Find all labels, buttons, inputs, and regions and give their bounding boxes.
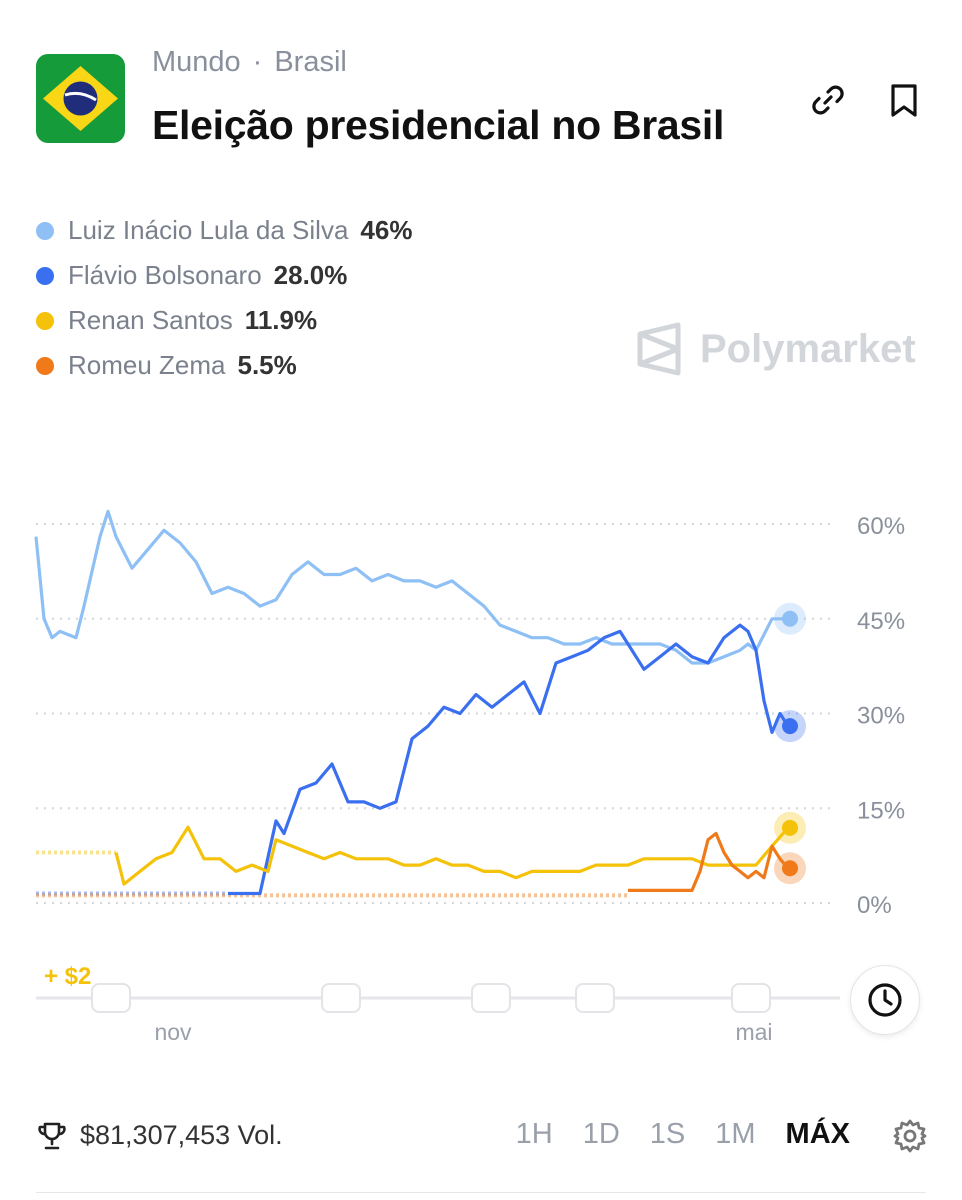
legend-dot xyxy=(36,266,54,285)
series-end-dot xyxy=(782,819,798,836)
legend-value: 11.9% xyxy=(244,305,318,335)
gear-icon[interactable] xyxy=(892,1118,928,1154)
series-line-3 xyxy=(628,831,790,892)
legend-item-lula[interactable]: Luiz Inácio Lula da Silva 46% xyxy=(36,208,412,253)
timeline-marker xyxy=(575,983,615,1013)
price-chart[interactable]: 60% 45% 30% 15% 0% + $2 nov mai xyxy=(0,490,962,1050)
history-button[interactable] xyxy=(850,965,920,1035)
time-range-selector: 1H 1D 1S 1M MÁX xyxy=(486,1118,850,1151)
market-header: Mundo · Brasil Eleição presidencial no Bra… xyxy=(36,44,936,154)
bookmark-icon[interactable] xyxy=(884,80,924,120)
series-line-1 xyxy=(228,623,790,896)
series-end-dot xyxy=(782,610,798,627)
y-tick-label: 45% xyxy=(857,608,905,635)
bottom-divider xyxy=(36,1192,926,1193)
polymarket-watermark: Polymarket xyxy=(636,322,916,376)
timeline-marker xyxy=(731,983,771,1013)
range-max[interactable]: MÁX xyxy=(785,1118,850,1150)
legend-name: Flávio Bolsonaro xyxy=(68,260,262,290)
link-icon[interactable] xyxy=(808,80,848,120)
x-tick-label: nov xyxy=(154,1019,192,1045)
series-end-dot xyxy=(782,718,798,735)
legend-dot xyxy=(36,221,54,240)
legend-item-renan[interactable]: Renan Santos 11.9% xyxy=(36,298,412,343)
brazil-flag-icon xyxy=(36,54,125,143)
range-1s[interactable]: 1S xyxy=(649,1118,686,1150)
timeline-marker xyxy=(321,983,361,1013)
range-1m[interactable]: 1M xyxy=(715,1118,756,1150)
legend-value: 28.0% xyxy=(273,260,348,290)
legend-name: Luiz Inácio Lula da Silva xyxy=(68,215,349,245)
y-tick-label: 15% xyxy=(857,797,905,824)
legend-dot xyxy=(36,356,54,375)
breadcrumb: Mundo · Brasil xyxy=(152,46,347,79)
series-line-0 xyxy=(34,509,788,665)
page-title: Eleição presidencial no Brasil xyxy=(152,102,725,148)
breadcrumb-item-mundo[interactable]: Mundo xyxy=(152,46,241,78)
timeline-marker xyxy=(471,983,511,1013)
legend-value: 5.5% xyxy=(237,350,297,380)
trophy-icon xyxy=(38,1122,66,1150)
legend-dot xyxy=(36,311,54,330)
range-1d[interactable]: 1D xyxy=(582,1118,620,1150)
watermark-text: Polymarket xyxy=(700,326,916,371)
volume-text: $81,307,453 Vol. xyxy=(80,1120,283,1150)
market-footer: $81,307,453 Vol. 1H 1D 1S 1M MÁX xyxy=(36,1110,928,1160)
timeline-marker xyxy=(91,983,131,1013)
chart-legend: Luiz Inácio Lula da Silva 46% Flávio Bol… xyxy=(36,208,412,388)
series-line-2 xyxy=(114,825,790,886)
legend-item-flavio[interactable]: Flávio Bolsonaro 28.0% xyxy=(36,253,412,298)
legend-name: Renan Santos xyxy=(68,305,233,335)
series-end-dot xyxy=(782,860,798,877)
chart-annotation: + $2 xyxy=(44,963,91,990)
breadcrumb-separator: · xyxy=(252,46,263,78)
legend-value: 46% xyxy=(360,215,413,245)
polymarket-logo-icon xyxy=(637,322,681,376)
range-1h[interactable]: 1H xyxy=(515,1118,553,1150)
breadcrumb-item-brasil[interactable]: Brasil xyxy=(274,46,347,78)
y-tick-label: 60% xyxy=(857,513,905,540)
y-tick-label: 0% xyxy=(857,892,892,919)
legend-name: Romeu Zema xyxy=(68,350,226,380)
x-tick-label: mai xyxy=(735,1019,772,1045)
clock-history-icon xyxy=(868,983,902,1017)
y-tick-label: 30% xyxy=(857,703,905,730)
legend-item-romeu[interactable]: Romeu Zema 5.5% xyxy=(36,343,412,388)
